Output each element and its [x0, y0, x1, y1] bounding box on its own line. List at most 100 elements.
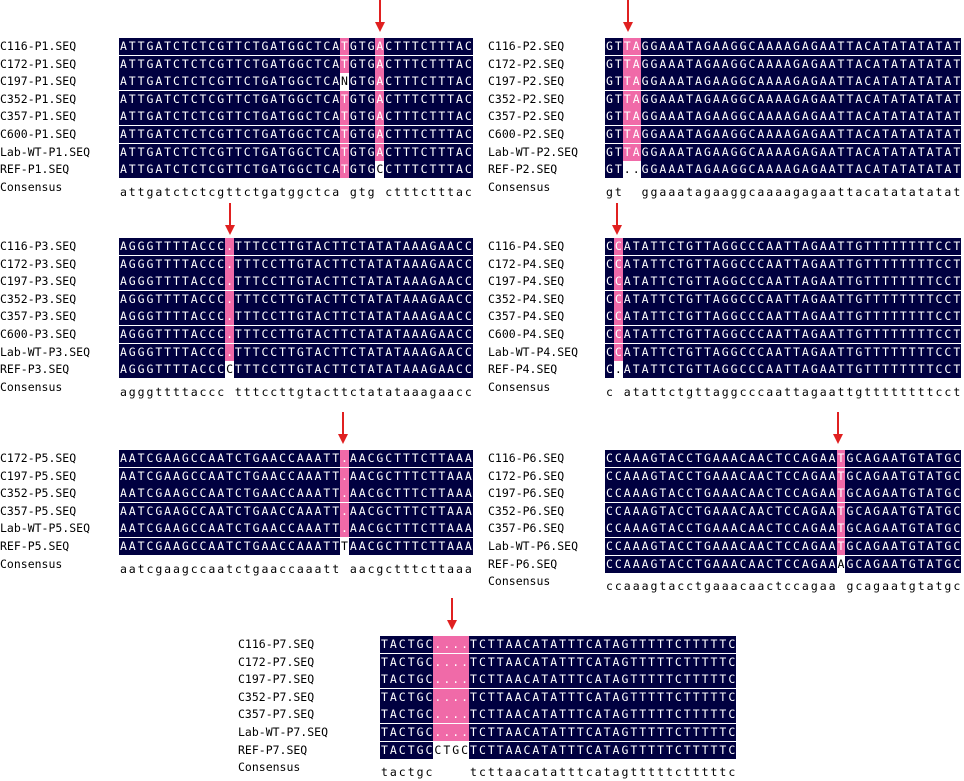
residue: .: [631, 161, 641, 179]
residue: t: [279, 184, 287, 199]
residue: T: [691, 636, 701, 653]
residue: A: [119, 126, 128, 143]
residue: T: [375, 343, 385, 361]
residue: T: [136, 161, 146, 179]
residue: A: [756, 502, 766, 520]
residue: T: [694, 361, 703, 379]
residue: [433, 759, 442, 776]
sequence-name: C197-P2.SEQ: [488, 74, 565, 89]
residue: T: [702, 273, 712, 291]
residue: t: [199, 184, 207, 199]
residue: T: [340, 55, 349, 73]
residue: C: [934, 255, 944, 273]
residue: T: [495, 636, 505, 653]
residue: T: [702, 290, 712, 308]
residue: A: [402, 238, 411, 255]
residue: A: [269, 520, 279, 538]
residue: A: [783, 161, 793, 179]
residue: T: [278, 255, 288, 273]
residue: C: [198, 361, 208, 379]
residue: C: [322, 38, 332, 55]
residue: A: [119, 273, 128, 291]
residue: t: [614, 184, 622, 199]
residue: C: [685, 467, 695, 485]
residue: C: [216, 326, 226, 343]
residue: T: [287, 326, 296, 343]
residue: C: [278, 485, 288, 503]
residue: c: [757, 384, 765, 399]
residue: T: [278, 308, 288, 326]
residue: A: [313, 273, 323, 291]
residue: A: [756, 555, 766, 573]
residue: A: [774, 361, 784, 379]
residue: A: [622, 238, 632, 255]
residue: C: [384, 502, 394, 520]
residue: T: [242, 326, 252, 343]
residue: C: [727, 706, 737, 724]
residue: C: [207, 238, 217, 255]
residue: T: [225, 55, 234, 73]
residue: T: [845, 290, 855, 308]
residue: A: [446, 273, 456, 291]
residue: A: [366, 326, 376, 343]
residue: t: [657, 765, 665, 780]
residue: A: [818, 108, 828, 126]
residue: T: [393, 502, 402, 520]
residue: T: [313, 90, 323, 108]
residue: G: [260, 126, 270, 143]
residue: C: [216, 273, 226, 291]
residue: A: [800, 467, 810, 485]
residue: A: [463, 467, 473, 485]
residue: C: [463, 290, 473, 308]
residue: G: [260, 161, 270, 179]
residue: A: [756, 73, 766, 91]
residue: T: [613, 143, 623, 161]
residue: G: [180, 520, 190, 538]
residue: t: [908, 384, 916, 399]
residue: .: [451, 671, 461, 689]
residue: C: [397, 688, 407, 706]
residue: A: [631, 555, 641, 573]
residue: a: [882, 579, 890, 594]
residue: A: [827, 108, 837, 126]
residue: A: [711, 485, 721, 503]
residue: C: [676, 520, 686, 538]
residue: A: [154, 143, 164, 161]
residue: T: [916, 238, 926, 255]
sequence-name: C352-P2.SEQ: [488, 91, 565, 106]
residue: A: [531, 724, 541, 741]
residue: t: [234, 384, 242, 399]
residue: T: [393, 308, 402, 326]
residue: t: [632, 384, 640, 399]
residue: T: [437, 502, 447, 520]
residue: A: [504, 688, 514, 706]
residue: g: [810, 579, 818, 594]
residue: a: [447, 561, 455, 576]
residue: A: [863, 555, 873, 573]
residue: T: [575, 636, 585, 653]
residue: T: [242, 485, 252, 503]
residue: [623, 179, 632, 196]
residue: T: [709, 688, 719, 706]
sequence-name: C116-P3.SEQ: [0, 239, 77, 253]
residue: T: [863, 326, 873, 343]
residue: t: [659, 579, 667, 594]
residue: T: [127, 126, 137, 143]
residue: A: [658, 143, 668, 161]
residue: A: [269, 467, 279, 485]
residue: A: [357, 502, 367, 520]
residue: T: [881, 290, 890, 308]
residue: a: [119, 184, 127, 199]
residue: C: [613, 255, 623, 273]
residue: C: [676, 485, 686, 503]
residue: T: [402, 143, 411, 161]
residue: a: [677, 184, 685, 199]
residue: T: [656, 688, 665, 706]
residue: A: [207, 450, 217, 467]
residue: T: [613, 161, 623, 179]
